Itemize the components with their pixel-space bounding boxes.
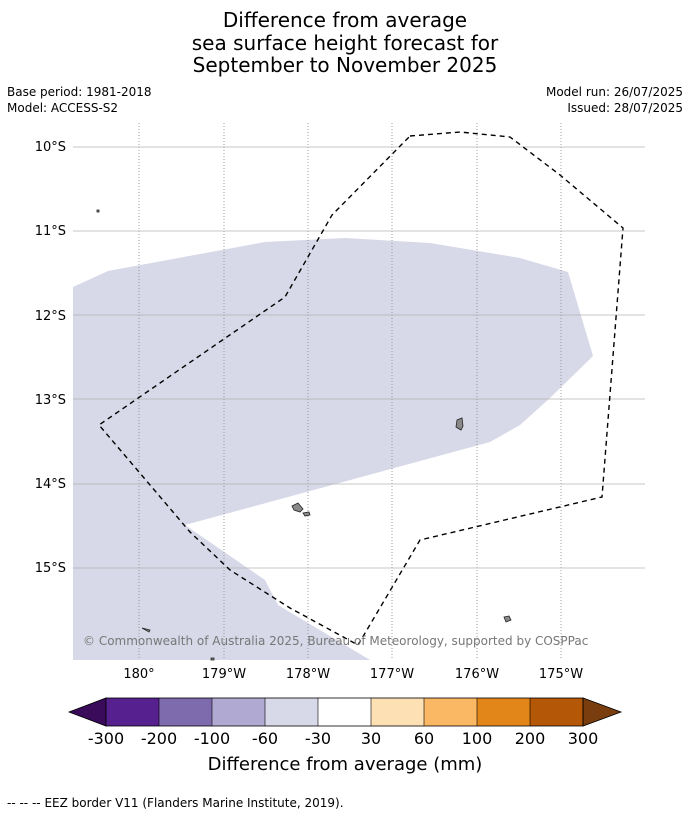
chart-title: Difference from average sea surface heig…	[0, 9, 690, 77]
colorbar-tick-4: -30	[305, 729, 331, 748]
model-run: Model run: 26/07/2025	[545, 85, 683, 99]
colorbar: -300 -200 -100 -60 -30 30 60 100 200 300…	[67, 697, 623, 775]
longitude-gridlines	[138, 123, 562, 660]
island-speck-2	[96, 209, 100, 213]
eez-border	[97, 131, 624, 646]
eez-legend-symbol: -- -- --	[7, 796, 41, 810]
copyright-notice: © Commonwealth of Australia 2025, Bureau…	[83, 634, 588, 648]
issued-date: Issued: 28/07/2025	[567, 101, 683, 115]
base-period: Base period: 1981-2018	[7, 85, 152, 99]
lat-label-14s: 14°S	[35, 477, 66, 492]
lon-labels: 180° 179°W 178°W 177°W 176°W 175°W	[123, 667, 583, 682]
colorbar-bin-7	[424, 698, 477, 726]
colorbar-outline	[105, 697, 584, 727]
model-name: Model: ACCESS-S2	[7, 101, 119, 115]
colorbar-bin-3	[212, 698, 265, 726]
colorbar-extend-low	[67, 697, 107, 727]
lon-label-179w: 179°W	[202, 667, 246, 682]
colorbar-bin-5	[318, 698, 371, 726]
lat-label-15s: 15°S	[35, 561, 66, 576]
lon-label-176w: 176°W	[455, 667, 499, 682]
island-speck-3	[210, 657, 215, 661]
colorbar-tick-2: -100	[194, 729, 230, 748]
title-line-3: September to November 2025	[192, 53, 498, 77]
island-speck-1	[141, 627, 151, 633]
map-panel: 10°S 11°S 12°S 13°S 14°S 15°S 180° 179°W…	[35, 123, 645, 682]
anomaly-region	[73, 238, 593, 660]
island-alofi	[302, 511, 311, 517]
lat-label-12s: 12°S	[35, 309, 66, 324]
colorbar-tick-0: -300	[88, 729, 124, 748]
meta-left: Base period: 1981-2018 Model: ACCESS-S2	[7, 84, 152, 116]
meta-right: Model run: 26/07/2025 Issued: 28/07/2025	[546, 84, 683, 116]
lon-label-177w: 177°W	[370, 667, 414, 682]
lat-label-11s: 11°S	[35, 224, 66, 239]
colorbar-bin-1	[106, 698, 159, 726]
islands	[96, 209, 512, 661]
colorbar-tick-3: -60	[252, 729, 278, 748]
colorbar-bin-6	[371, 698, 424, 726]
lon-label-180: 180°	[123, 667, 154, 682]
lat-label-13s: 13°S	[35, 393, 66, 408]
lat-labels: 10°S 11°S 12°S 13°S 14°S 15°S	[35, 140, 66, 576]
lon-label-175w: 175°W	[539, 667, 583, 682]
lon-label-178w: 178°W	[286, 667, 330, 682]
colorbar-tick-9: 300	[568, 729, 599, 748]
colorbar-tick-7: 100	[462, 729, 493, 748]
colorbar-bin-9	[530, 698, 583, 726]
colorbar-ticks: -300 -200 -100 -60 -30 30 60 100 200 300	[88, 729, 598, 748]
island-niuafoou	[503, 615, 512, 623]
colorbar-bin-2	[159, 698, 212, 726]
title-line-1: Difference from average	[222, 8, 468, 32]
colorbar-tick-6: 60	[414, 729, 434, 748]
island-wallis	[455, 417, 464, 431]
lat-label-10s: 10°S	[35, 140, 66, 155]
latitude-gridlines	[73, 146, 645, 569]
colorbar-tick-5: 30	[361, 729, 381, 748]
colorbar-bin-4	[265, 698, 318, 726]
colorbar-tick-1: -200	[141, 729, 177, 748]
colorbar-title: Difference from average (mm)	[208, 754, 483, 775]
colorbar-tick-8: 200	[515, 729, 546, 748]
title-line-2: sea surface height forecast for	[191, 30, 499, 55]
eez-legend-text: EEZ border V11 (Flanders Marine Institut…	[44, 796, 344, 810]
colorbar-extend-high	[582, 697, 623, 727]
footer-legend: -- -- -- EEZ border V11 (Flanders Marine…	[7, 796, 344, 810]
island-futuna	[291, 502, 304, 513]
colorbar-bin-8	[477, 698, 530, 726]
